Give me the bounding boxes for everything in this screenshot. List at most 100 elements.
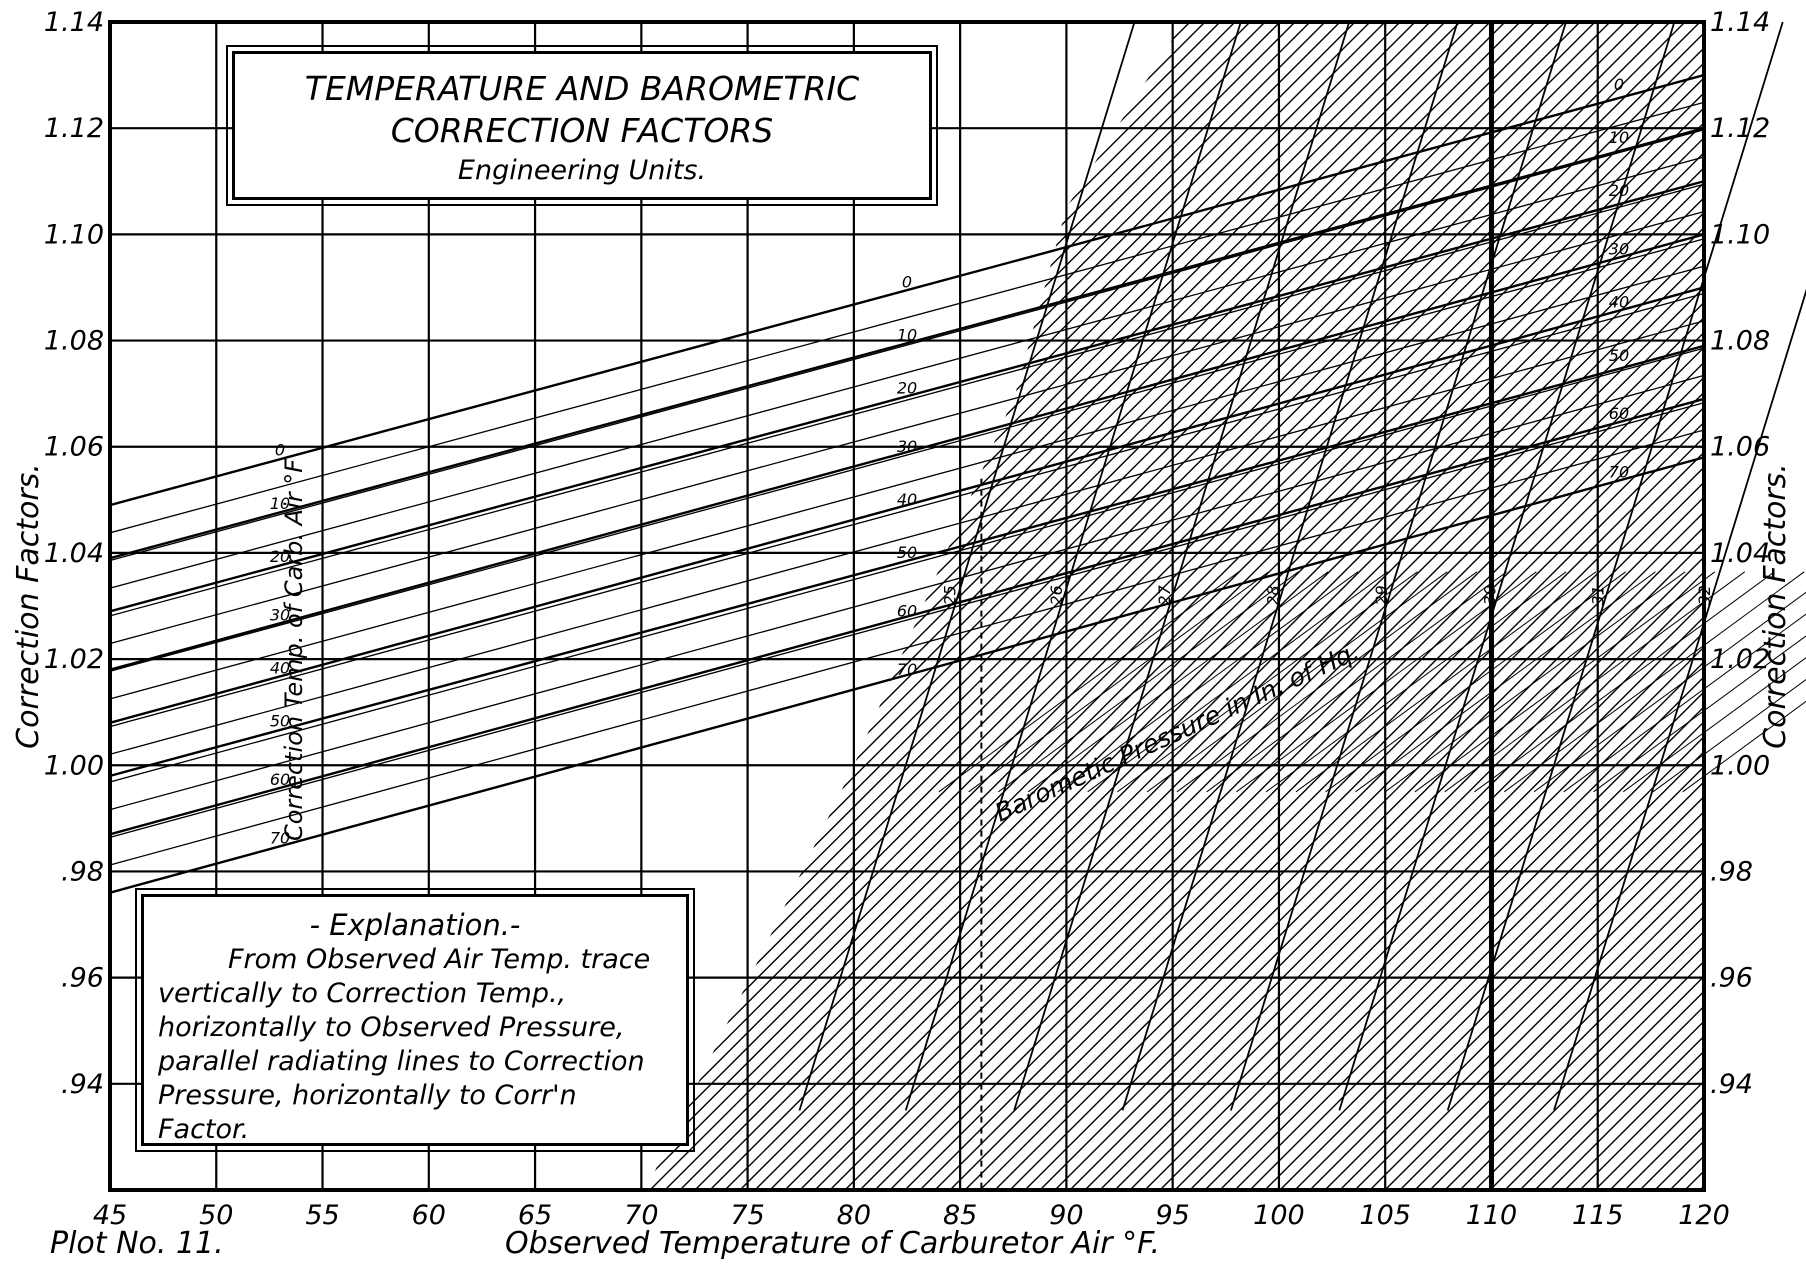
pressure-line-30 xyxy=(1338,21,1676,1111)
pressure-label: 30 xyxy=(1480,585,1499,605)
explanation-box: - Explanation.- From Observed Air Temp. … xyxy=(135,888,695,1152)
hatch-line xyxy=(799,22,1704,1190)
cross-hatch-line xyxy=(998,571,1299,793)
hatch-line xyxy=(1444,22,1704,1190)
hatch-line xyxy=(1084,22,1704,1190)
temperature-label-left: 10 xyxy=(270,494,290,513)
cross-hatch-line xyxy=(1087,571,1388,793)
temperature-family-label: Correction Temp. of Carb. Air °F xyxy=(280,458,308,841)
cross-hatch-line xyxy=(1265,571,1567,793)
cross-hatch-line xyxy=(1503,571,1805,793)
hatch-line xyxy=(1069,22,1704,1190)
hatch-line xyxy=(1009,22,1704,1190)
hatch-line xyxy=(1309,22,1704,1190)
temperature-fine-line xyxy=(109,101,1705,534)
hatch-line xyxy=(739,22,1704,1190)
y-tick-label-right: 1.02 xyxy=(1710,644,1770,675)
x-tick-label: 60 xyxy=(412,1200,446,1231)
cross-hatch-line xyxy=(1414,571,1716,793)
hatch-line xyxy=(645,22,1581,1190)
temperature-fine-line xyxy=(109,129,1705,562)
temperature-label-left: 40 xyxy=(270,658,290,677)
hatch-line xyxy=(1249,22,1704,1190)
hatch-line xyxy=(645,22,1551,1190)
hatch-line xyxy=(1354,22,1704,1190)
cross-hatch-line xyxy=(1295,571,1597,793)
temperature-label-right: 30 xyxy=(1609,240,1629,259)
y-tick-label-left: 1.02 xyxy=(44,644,104,675)
temperature-line-10 xyxy=(109,127,1705,560)
cross-hatch-line xyxy=(1622,657,1806,793)
hatch-line xyxy=(1474,22,1704,1190)
hatch-line xyxy=(724,22,1704,1190)
temperature-label-middle: 50 xyxy=(897,543,917,562)
pressure-label: 28 xyxy=(1264,585,1283,605)
y-tick-label-left: 1.14 xyxy=(44,7,104,38)
hatch-line xyxy=(1219,22,1704,1190)
hatch-line xyxy=(1114,22,1704,1190)
explanation-heading: - Explanation.- xyxy=(309,908,521,942)
y-tick-label-left: .98 xyxy=(61,856,104,887)
y-axis-title-left: Correction Factors. xyxy=(11,463,46,749)
temperature-line-40 xyxy=(109,286,1705,724)
temperature-label-right: 70 xyxy=(1609,463,1629,482)
x-tick-label: 65 xyxy=(518,1200,552,1231)
cross-hatch-line xyxy=(938,571,1240,793)
hatch-line xyxy=(1339,22,1704,1190)
pressure-line-27 xyxy=(1013,21,1351,1111)
temperature-label-middle: 30 xyxy=(897,437,917,456)
cross-hatch-line xyxy=(1117,571,1418,793)
y-tick-label-right: .94 xyxy=(1710,1069,1753,1100)
temperature-label-left: 50 xyxy=(270,711,290,730)
cross-hatch-line xyxy=(1682,700,1806,793)
hatch-line xyxy=(1189,22,1704,1190)
hatch-line xyxy=(1234,22,1704,1190)
y-tick-label-right: 1.14 xyxy=(1710,7,1770,38)
hatch-line xyxy=(694,22,1704,1190)
reference-lines-layer xyxy=(980,22,1494,1190)
cross-hatch-line xyxy=(1355,571,1656,793)
temperature-label-right: 10 xyxy=(1609,128,1629,147)
temperature-fine-line xyxy=(109,402,1705,838)
temperature-fine-line xyxy=(109,156,1705,589)
pressure-label: 31 xyxy=(1589,585,1608,605)
temperature-label-left: 70 xyxy=(270,828,290,847)
temperature-label-left: 20 xyxy=(270,547,290,566)
temperature-fine-line xyxy=(109,265,1705,700)
hatch-line xyxy=(649,22,1704,1190)
hatch-line xyxy=(645,22,1521,1190)
pressure-label: 29 xyxy=(1372,585,1391,605)
curve-labels-layer: 0 0 0 10 10 10 20 20 20 30 30 30 40 40 40 50 50 50 60 60 60 7… xyxy=(270,75,1714,847)
temperature-label-middle: 40 xyxy=(897,490,917,509)
temperature-label-right: 40 xyxy=(1609,293,1629,312)
y-tick-label-left: .94 xyxy=(61,1069,104,1100)
explanation-text: From Observed Air Temp. trace vertically… xyxy=(158,944,651,1145)
hatch-line xyxy=(664,22,1704,1190)
temperature-fine-line xyxy=(109,183,1705,617)
pressure-label: 25 xyxy=(941,585,960,605)
hatch-line xyxy=(859,22,1704,1190)
x-tick-label: 100 xyxy=(1253,1200,1305,1231)
hatch-line xyxy=(1159,22,1704,1190)
chart-subtitle: Engineering Units. xyxy=(457,155,707,186)
y-tick-label-left: 1.04 xyxy=(44,538,104,569)
temperature-label-middle: 0 xyxy=(902,272,912,291)
hatch-line xyxy=(1144,22,1704,1190)
temperature-label-middle: 10 xyxy=(897,325,917,344)
y-tick-label-left: 1.08 xyxy=(44,326,104,357)
temperature-label-left: 60 xyxy=(270,770,290,789)
x-tick-label: 90 xyxy=(1049,1200,1083,1231)
hatch-line xyxy=(645,22,1704,1190)
hatch-line xyxy=(889,22,1704,1190)
y-tick-label-left: 1.06 xyxy=(44,432,104,463)
hatch-line xyxy=(1039,22,1704,1190)
y-tick-label-right: .98 xyxy=(1710,856,1753,887)
hatch-line xyxy=(645,22,1704,1190)
hatch-line xyxy=(1024,22,1704,1190)
hatch-line xyxy=(754,22,1704,1190)
pressure-line-26 xyxy=(904,21,1242,1111)
hatch-line xyxy=(1174,22,1704,1190)
x-tick-label: 80 xyxy=(837,1200,871,1231)
hatch-line xyxy=(919,22,1704,1190)
temperature-line-60 xyxy=(109,397,1705,836)
